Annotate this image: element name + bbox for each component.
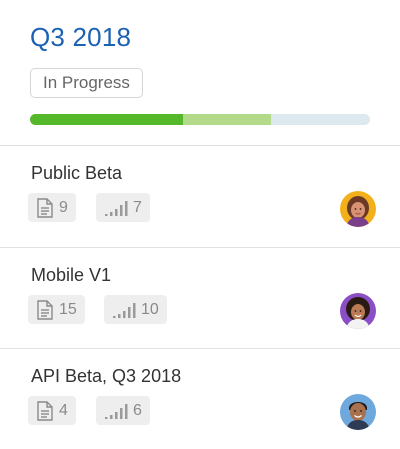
progress-done-segment	[30, 114, 183, 125]
docs-value: 15	[59, 301, 77, 318]
docs-value: 9	[59, 199, 68, 216]
docs-count: 15	[28, 295, 85, 324]
docs-count: 9	[28, 193, 76, 222]
progress-bar	[30, 114, 370, 125]
docs-value: 4	[59, 402, 68, 419]
points-count: 7	[96, 193, 150, 222]
divider	[0, 145, 400, 146]
avatar[interactable]	[340, 293, 376, 329]
project-card-mobile-v1[interactable]: Mobile V1 15 10	[0, 248, 400, 349]
avatar[interactable]	[340, 191, 376, 227]
project-name[interactable]: API Beta, Q3 2018	[31, 366, 182, 386]
project-name[interactable]: Public Beta	[31, 163, 123, 183]
signal-bars-icon	[105, 403, 128, 419]
document-icon	[37, 197, 53, 218]
signal-bars-icon	[113, 302, 136, 318]
status-badge[interactable]: In Progress	[30, 68, 143, 98]
points-count: 10	[104, 295, 167, 324]
points-value: 10	[141, 301, 159, 318]
points-count: 6	[96, 396, 150, 425]
divider	[0, 247, 400, 248]
milestone-header: Q3 2018 In Progress	[0, 0, 400, 145]
avatar-woman-purple-icon	[340, 293, 376, 329]
signal-bars-icon	[105, 200, 128, 216]
progress-in-progress-segment	[183, 114, 272, 125]
divider	[0, 348, 400, 349]
docs-count: 4	[28, 396, 76, 425]
points-value: 6	[133, 402, 142, 419]
document-icon	[37, 400, 53, 421]
project-card-api-beta[interactable]: API Beta, Q3 2018 4 6	[0, 349, 400, 449]
avatar[interactable]	[340, 394, 376, 430]
avatar-man-blue-icon	[340, 394, 376, 430]
avatar-woman-yellow-icon	[340, 191, 376, 227]
project-card-public-beta[interactable]: Public Beta 9 7	[0, 146, 400, 247]
document-icon	[37, 299, 53, 320]
milestone-title[interactable]: Q3 2018	[30, 22, 132, 52]
points-value: 7	[133, 199, 142, 216]
project-name[interactable]: Mobile V1	[31, 265, 112, 285]
